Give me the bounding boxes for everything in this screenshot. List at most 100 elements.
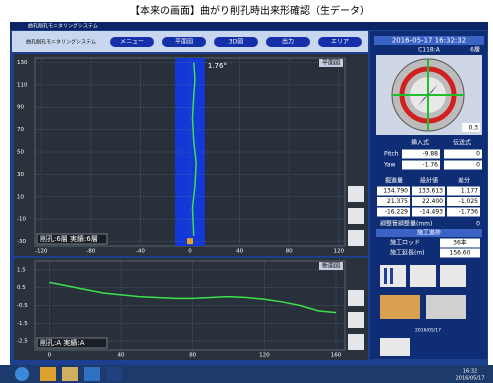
- menu-label: 出力: [282, 38, 294, 46]
- icon[interactable]: [410, 265, 436, 287]
- view-label: 断面図: [322, 262, 340, 270]
- layer: 6層: [470, 47, 480, 54]
- x-tick-label: 40: [236, 249, 243, 255]
- y-tick-label: -2.5: [17, 339, 28, 345]
- cell: 22.400: [422, 198, 443, 205]
- cell: -14.493: [420, 209, 443, 216]
- status: 削孔:6層 実績:6層: [40, 234, 98, 243]
- x-tick-label: 0: [188, 249, 192, 255]
- icon-part: [384, 268, 387, 284]
- row-label: Pitch: [384, 151, 399, 158]
- cell: -1.025: [459, 198, 479, 205]
- datetime: 2016-05-17 16:32:32: [392, 37, 466, 45]
- menu-label: 3D図: [229, 39, 243, 46]
- cell: 0: [476, 151, 480, 158]
- menu-button[interactable]: [214, 37, 258, 47]
- id: C118:A: [418, 47, 441, 54]
- icon[interactable]: [380, 295, 420, 319]
- side-button[interactable]: [348, 312, 364, 328]
- adjust-label: 調整管調整量(mm): [380, 220, 432, 228]
- icon-part: [390, 268, 393, 284]
- icon[interactable]: [440, 265, 466, 287]
- line: [49, 281, 337, 314]
- menu-label: 平面図: [175, 39, 193, 46]
- y-tick-label: -0.5: [17, 303, 28, 309]
- tool-icons: [380, 265, 466, 356]
- adjust-value: 0: [476, 221, 480, 228]
- cell-box: [447, 197, 480, 206]
- progress-header: 施工進捗: [417, 229, 441, 237]
- datetime-bar: [374, 36, 484, 45]
- cell: -1.76: [422, 162, 438, 169]
- y-tick-label: 130: [17, 60, 28, 66]
- annotation: 1.76°: [208, 62, 227, 70]
- task-icon[interactable]: [62, 367, 78, 381]
- x-tick-label: -80: [86, 249, 95, 255]
- row-label: Yaw: [383, 162, 396, 169]
- cell-box: [444, 160, 482, 170]
- cell-box: [440, 238, 480, 248]
- cell-box: [412, 207, 445, 217]
- window-title: 曲孔削孔モニタリングシステム: [28, 23, 98, 30]
- side-button[interactable]: [348, 186, 364, 202]
- side-button[interactable]: [348, 208, 364, 224]
- view-label-box: [319, 262, 343, 270]
- table-header: 設計値: [420, 177, 438, 185]
- task-icon[interactable]: [106, 367, 122, 381]
- y-tick-label: -1.5: [17, 321, 28, 327]
- cell-box: [377, 207, 410, 217]
- table-header: 掘進量: [385, 177, 403, 185]
- progress-value: 36本: [453, 239, 467, 247]
- cell: 1.177: [461, 188, 478, 195]
- cell: -9.88: [422, 151, 438, 158]
- cell-box: [402, 149, 440, 159]
- menu-button[interactable]: [162, 37, 206, 47]
- cell-box: [412, 186, 445, 196]
- menu-button[interactable]: [266, 37, 310, 47]
- side-button[interactable]: [348, 290, 364, 306]
- cell: 21.375: [387, 198, 408, 205]
- cell-box: [377, 197, 410, 206]
- cell: -1.736: [459, 209, 479, 216]
- table-header: 挿入式: [411, 139, 429, 147]
- panel-tables: 挿入式 伝送式 Pitch -9.88 0 Yaw -1.76 0 掘進量 設計値 差分 134.79…: [376, 139, 482, 258]
- y-tick-label: 0.5: [17, 285, 26, 291]
- cell: 133.613: [418, 188, 443, 195]
- cell-box: [412, 197, 445, 206]
- taskbar: [0, 365, 493, 383]
- x-tick-label: 120: [334, 249, 345, 255]
- status-box: [36, 233, 108, 245]
- x-tick-label: 0: [48, 353, 52, 359]
- x-tick-label: 120: [259, 353, 270, 359]
- cell: 134.790: [383, 188, 408, 195]
- side-button[interactable]: [348, 334, 364, 350]
- x-tick-label: 40: [118, 353, 125, 359]
- cell: 0: [476, 162, 480, 169]
- y-tick-label: -10: [17, 217, 26, 223]
- menu-button[interactable]: [318, 37, 362, 47]
- cell-box: [402, 160, 440, 170]
- y-tick-label: 50: [17, 150, 24, 156]
- view-label: 平面図: [322, 60, 340, 67]
- clock-time: 16:32: [463, 369, 477, 375]
- x-tick-label: 160: [331, 353, 342, 359]
- compass-value-box: [462, 123, 480, 132]
- menu-label: メニュー: [120, 39, 144, 46]
- start-button[interactable]: [15, 367, 29, 381]
- y-tick-label: 90: [17, 105, 24, 111]
- drill-head: [187, 238, 193, 245]
- progress-header-box: [376, 229, 482, 237]
- menu-button[interactable]: [110, 37, 154, 47]
- icon[interactable]: [426, 295, 466, 319]
- icon[interactable]: [380, 338, 410, 356]
- cell-box: [440, 248, 480, 258]
- table-header: 差分: [458, 177, 470, 185]
- x-tick-label: 80: [286, 249, 293, 255]
- side-button[interactable]: [348, 230, 364, 246]
- task-icon[interactable]: [84, 367, 100, 381]
- task-icon[interactable]: [40, 367, 56, 381]
- y-tick-label: 30: [17, 172, 24, 178]
- panel-footer: 2016/05/17: [415, 328, 441, 334]
